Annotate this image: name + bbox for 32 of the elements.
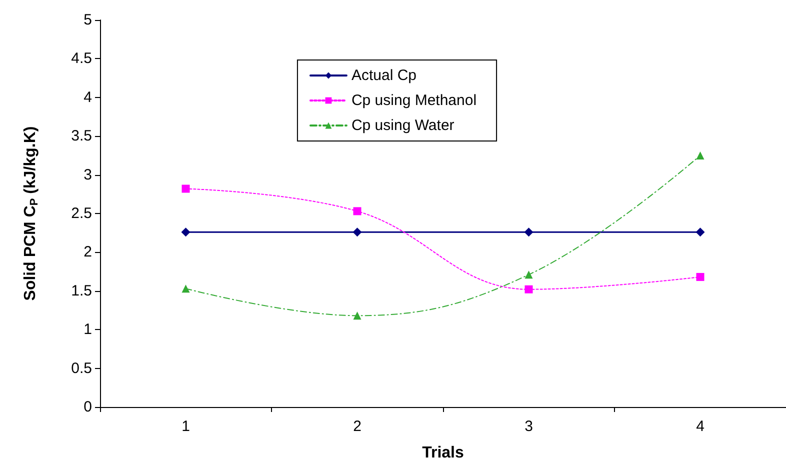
point xyxy=(524,285,533,294)
y-tick-label: 5 xyxy=(84,12,92,28)
point xyxy=(696,228,705,237)
legend-label: Actual Cp xyxy=(351,67,417,84)
point xyxy=(524,228,534,237)
point xyxy=(696,151,704,160)
point xyxy=(524,270,533,279)
point xyxy=(182,184,190,193)
y-tick-label: 4.5 xyxy=(71,50,92,68)
y-tick-label: 4 xyxy=(84,88,92,106)
x-tick-label: 4 xyxy=(696,418,704,435)
y-tick-label: 1 xyxy=(84,321,92,338)
y-tick-label: 3.5 xyxy=(71,128,92,145)
y-tick-label: 2.5 xyxy=(71,205,92,222)
y-tick-label: 1.5 xyxy=(71,282,92,300)
point xyxy=(181,228,190,237)
legend-label: Cp using Methanol xyxy=(351,92,477,109)
y-tick-label: 0.5 xyxy=(71,360,92,377)
point xyxy=(182,284,190,293)
y-tick-label: 0 xyxy=(84,398,92,416)
y-tick-label: 3 xyxy=(84,166,92,184)
point xyxy=(696,272,704,281)
x-tick-label: 1 xyxy=(182,418,190,435)
point xyxy=(353,207,362,216)
x-axis-title: Trials xyxy=(422,444,464,462)
y-axis-title: Solid PCM CP (kJ/kg.K) xyxy=(22,126,40,301)
x-tick-label: 3 xyxy=(524,418,533,435)
point xyxy=(352,228,362,237)
legend-label: Cp using Water xyxy=(351,117,454,134)
y-tick-label: 2 xyxy=(84,244,92,261)
point xyxy=(353,312,362,320)
x-tick-label: 2 xyxy=(353,418,362,435)
